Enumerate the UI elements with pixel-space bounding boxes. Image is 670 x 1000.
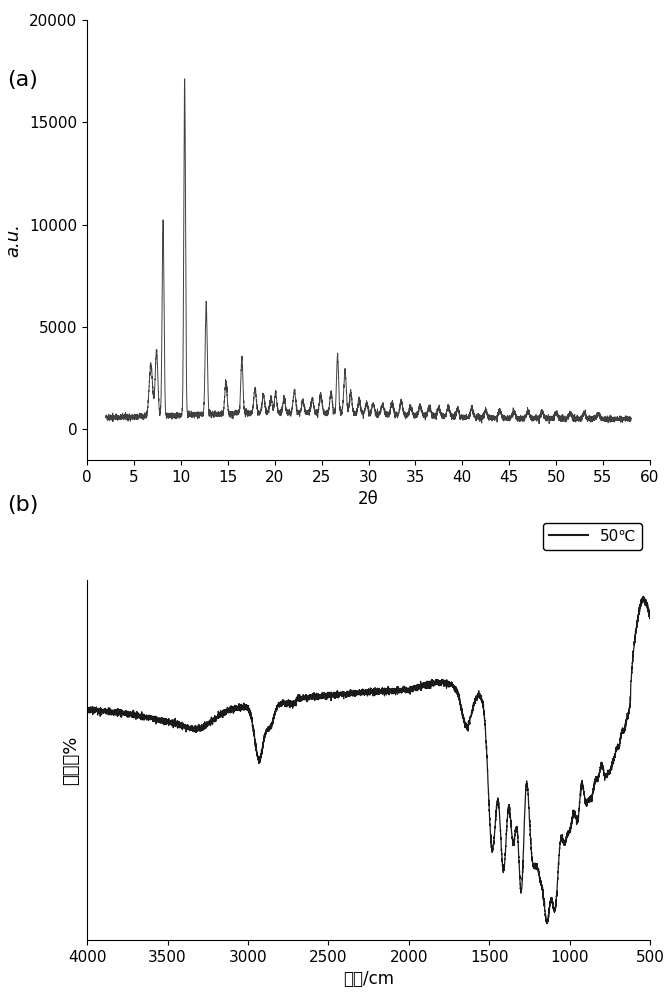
X-axis label: 2θ: 2θ: [358, 490, 379, 508]
X-axis label: 波数/cm: 波数/cm: [343, 970, 394, 988]
Text: (b): (b): [7, 495, 38, 515]
Y-axis label: a.u.: a.u.: [4, 223, 22, 257]
Text: (a): (a): [7, 70, 38, 90]
Legend: 50℃: 50℃: [543, 523, 643, 550]
Y-axis label: 透光率%: 透光率%: [62, 735, 80, 785]
